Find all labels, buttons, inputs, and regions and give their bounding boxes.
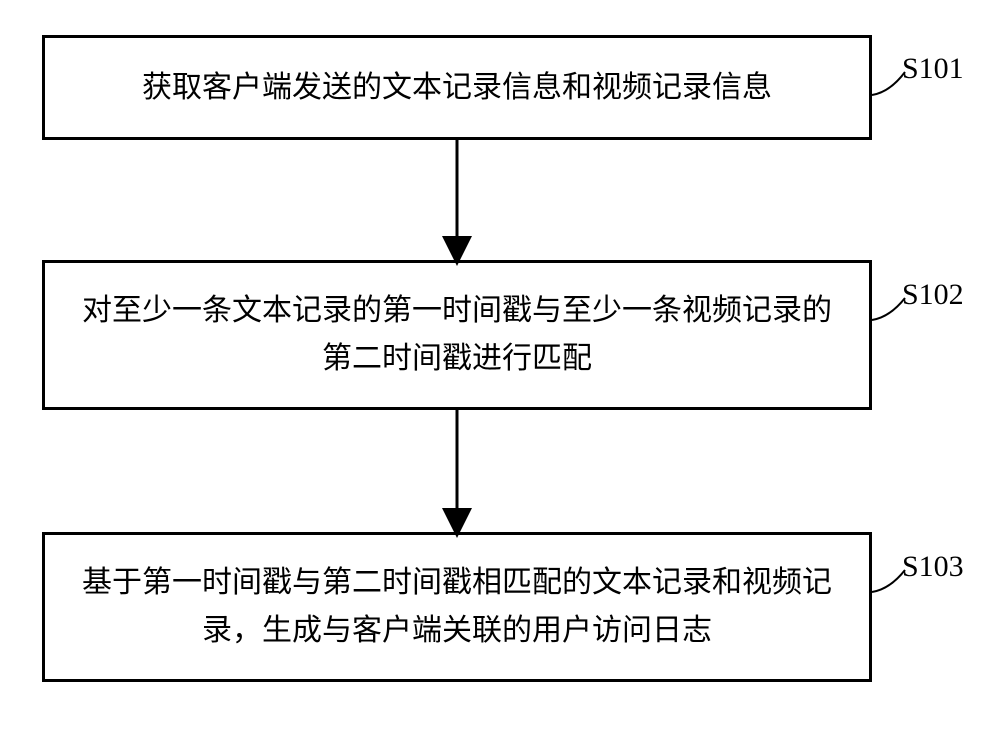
flowchart-step-3: 基于第一时间戳与第二时间戳相匹配的文本记录和视频记录，生成与客户端关联的用户访问… — [42, 532, 872, 682]
leader-2 — [872, 298, 905, 320]
flowchart-step-1: 获取客户端发送的文本记录信息和视频记录信息 — [42, 35, 872, 140]
leader-1 — [872, 72, 905, 95]
step-label-2: S102 — [902, 278, 964, 312]
step-label-3: S103 — [902, 550, 964, 584]
flowchart-step-2-text: 对至少一条文本记录的第一时间戳与至少一条视频记录的第二时间戳进行匹配 — [75, 287, 839, 383]
step-label-1: S101 — [902, 52, 964, 86]
flowchart-step-2: 对至少一条文本记录的第一时间戳与至少一条视频记录的第二时间戳进行匹配 — [42, 260, 872, 410]
flowchart-step-1-text: 获取客户端发送的文本记录信息和视频记录信息 — [142, 64, 772, 112]
leader-3 — [872, 570, 905, 592]
flowchart-step-3-text: 基于第一时间戳与第二时间戳相匹配的文本记录和视频记录，生成与客户端关联的用户访问… — [75, 559, 839, 655]
